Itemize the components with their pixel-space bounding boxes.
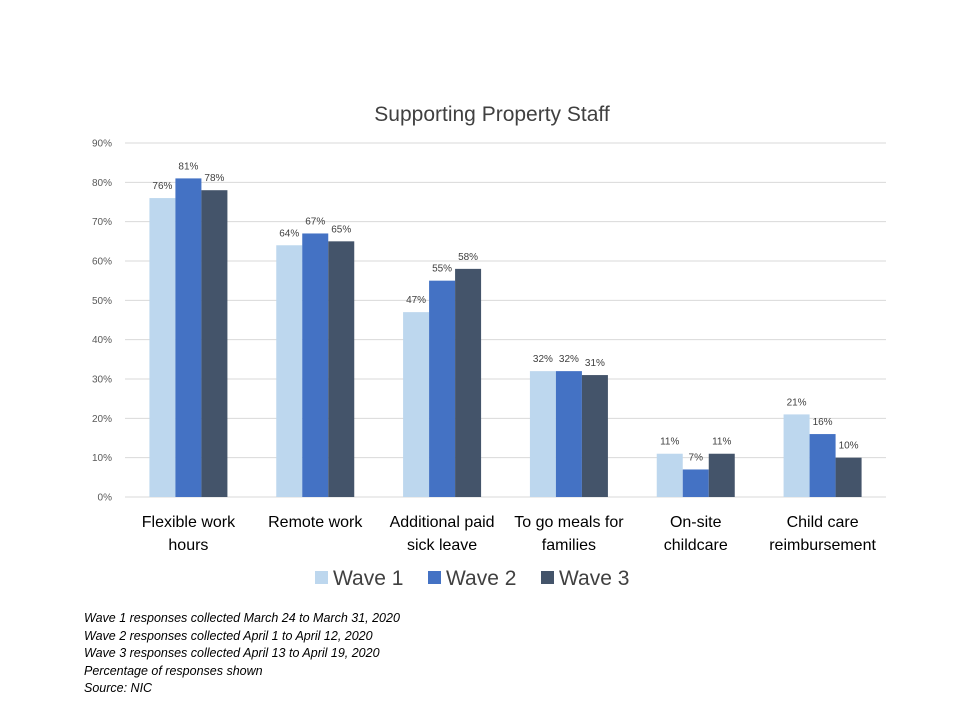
data-label: 67%	[305, 216, 325, 227]
footnote-percentage: Percentage of responses shown	[84, 663, 263, 678]
y-tick-label: 60%	[92, 257, 112, 268]
x-category-label: Remote work	[268, 514, 363, 531]
y-tick-label: 90%	[92, 139, 112, 150]
x-category-label: Flexible work	[142, 514, 236, 531]
bar-wave-1	[656, 453, 683, 497]
data-label: 65%	[331, 224, 351, 235]
data-label: 10%	[839, 441, 859, 452]
y-tick-label: 40%	[92, 335, 112, 346]
data-label: 31%	[585, 358, 605, 369]
x-category-label: reimbursement	[769, 537, 876, 554]
data-label: 58%	[458, 252, 478, 263]
bar-wave-3	[708, 453, 735, 497]
y-tick-label: 70%	[92, 217, 112, 228]
bar-wave-2	[175, 178, 202, 497]
data-label: 76%	[152, 181, 172, 192]
bar-wave-2	[555, 371, 582, 497]
x-category-label: Child care	[787, 514, 859, 531]
gridlines	[125, 142, 886, 498]
data-label: 7%	[689, 452, 704, 463]
x-category-label: hours	[168, 537, 208, 554]
bar-wave-3	[328, 241, 355, 497]
legend-swatch	[315, 571, 328, 584]
data-labels: 76% 81% 78% 64% 67% 65% 47% 55% 58% 32% 32% 31% 11% 7…	[152, 161, 858, 463]
x-category-label: To go meals for	[514, 514, 624, 531]
legend-label: Wave 1	[333, 567, 403, 590]
x-category-label: On-site	[670, 514, 722, 531]
bar-wave-1	[529, 371, 556, 497]
y-tick-label: 80%	[92, 178, 112, 189]
bar-wave-1	[403, 312, 430, 497]
legend-swatch	[541, 571, 554, 584]
footnote-wave-2: Wave 2 responses collected April 1 to Ap…	[84, 628, 373, 643]
data-label: 21%	[787, 397, 807, 408]
x-category-label: childcare	[664, 537, 728, 554]
y-tick-label: 30%	[92, 375, 112, 386]
y-tick-label: 50%	[92, 296, 112, 307]
legend: Wave 1 Wave 2 Wave 3	[315, 567, 629, 590]
data-label: 81%	[178, 161, 198, 172]
bar-wave-2	[429, 280, 456, 497]
data-label: 55%	[432, 264, 452, 275]
data-label: 47%	[406, 295, 426, 306]
x-category-label: Additional paid	[390, 514, 495, 531]
bar-wave-1	[149, 198, 176, 498]
footnote-source: Source: NIC	[84, 681, 153, 696]
bar-wave-1	[783, 414, 810, 497]
data-label: 78%	[204, 173, 224, 184]
bar-wave-2	[809, 434, 836, 497]
data-label: 16%	[813, 417, 833, 428]
legend-swatch	[428, 571, 441, 584]
y-tick-label: 20%	[92, 414, 112, 425]
data-label: 11%	[712, 437, 731, 448]
bar-wave-3	[581, 375, 608, 497]
x-category-label: families	[542, 537, 596, 554]
data-label: 11%	[660, 437, 679, 448]
bar-wave-1	[276, 245, 303, 497]
chart-title: Supporting Property Staff	[374, 103, 610, 126]
footnote-wave-1: Wave 1 responses collected March 24 to M…	[84, 611, 400, 625]
y-tick-label: 0%	[98, 493, 113, 504]
data-label: 64%	[279, 228, 299, 239]
bars	[149, 178, 862, 498]
legend-label: Wave 2	[446, 567, 516, 590]
footnotes: Wave 1 responses collected March 24 to M…	[84, 610, 400, 698]
footnote-wave-3: Wave 3 responses collected April 13 to A…	[84, 646, 380, 661]
data-label: 32%	[533, 354, 553, 365]
bar-wave-3	[835, 457, 862, 497]
data-label: 32%	[559, 354, 579, 365]
x-axis-categories: Flexible work hours Remote work Additional …	[142, 514, 877, 554]
legend-label: Wave 3	[559, 567, 629, 590]
bar-wave-2	[682, 469, 709, 497]
y-axis-ticks: 0% 10% 20% 30% 40% 50% 60% 70% 80% 90%	[92, 139, 112, 504]
x-category-label: sick leave	[407, 537, 477, 554]
y-tick-label: 10%	[92, 453, 112, 464]
bar-wave-3	[201, 190, 228, 497]
bar-wave-2	[302, 233, 329, 497]
bar-wave-3	[455, 268, 482, 497]
